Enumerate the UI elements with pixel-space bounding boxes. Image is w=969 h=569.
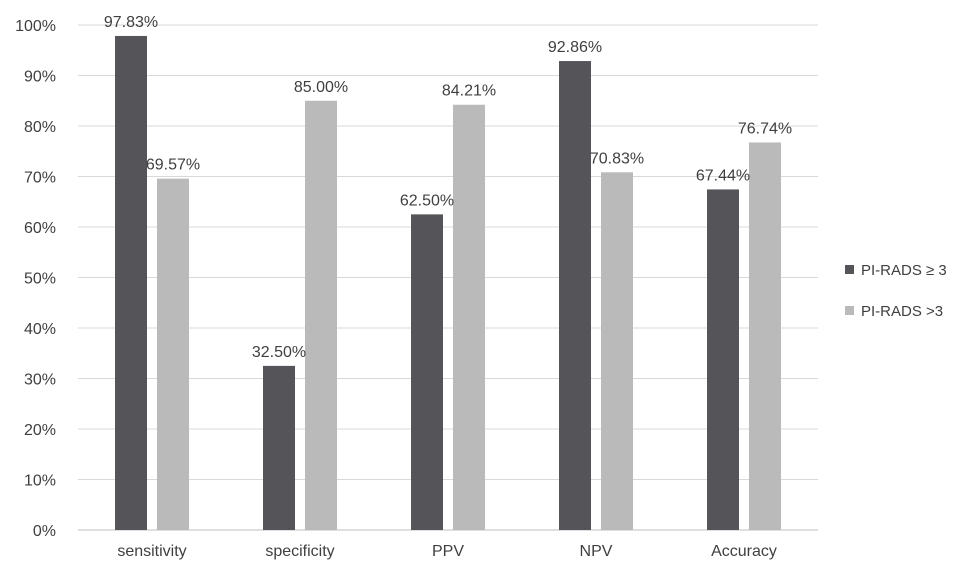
bar [157,178,189,530]
legend-label: PI-RADS ≥ 3 [861,262,947,279]
bars [115,35,781,531]
y-tick-label: 50% [24,271,56,288]
y-tick-label: 70% [24,170,56,187]
y-tick-label: 10% [24,473,56,490]
legend-swatch [845,265,854,274]
x-tick-label: NPV [580,543,613,560]
y-axis-ticks: 0% 10% 20% 30% 40% 50% 60% 70% 80% 90% 100% [15,18,56,540]
y-tick-label: 0% [33,523,56,540]
bar [411,214,443,530]
y-tick-label: 90% [24,69,56,86]
bar [453,104,485,530]
data-label: 84.21% [442,83,496,100]
bar [707,189,739,531]
x-tick-label: specificity [265,543,334,560]
y-tick-label: 100% [15,18,56,35]
legend-swatch [845,306,854,315]
y-tick-label: 80% [24,119,56,136]
data-label: 69.57% [146,157,200,174]
bar [305,100,337,530]
data-labels: 97.83% 69.57% 32.50% 85.00% 62.50% 84.21% 92.8… [104,14,792,361]
data-label: 97.83% [104,14,158,31]
data-label: 76.74% [738,120,792,137]
x-axis-ticks: sensitivity specificity PPV NPV Accuracy [117,543,777,560]
data-label: 67.44% [696,167,750,184]
legend: PI-RADS ≥ 3 PI-RADS >3 [845,262,947,320]
bar [749,142,781,530]
bar [263,365,295,530]
gridlines [78,24,818,531]
data-label: 85.00% [294,79,348,96]
x-tick-label: Accuracy [711,543,777,560]
y-tick-label: 60% [24,220,56,237]
data-label: 70.83% [590,150,644,167]
y-tick-label: 40% [24,321,56,338]
bar [115,35,147,531]
legend-label: PI-RADS >3 [861,303,943,320]
data-label: 62.50% [400,192,454,209]
data-label: 32.50% [252,344,306,361]
data-label: 92.86% [548,39,602,56]
bar [559,61,591,530]
x-tick-label: PPV [432,543,464,560]
y-tick-label: 20% [24,422,56,439]
bar [601,172,633,530]
x-tick-label: sensitivity [117,543,186,560]
y-tick-label: 30% [24,372,56,389]
